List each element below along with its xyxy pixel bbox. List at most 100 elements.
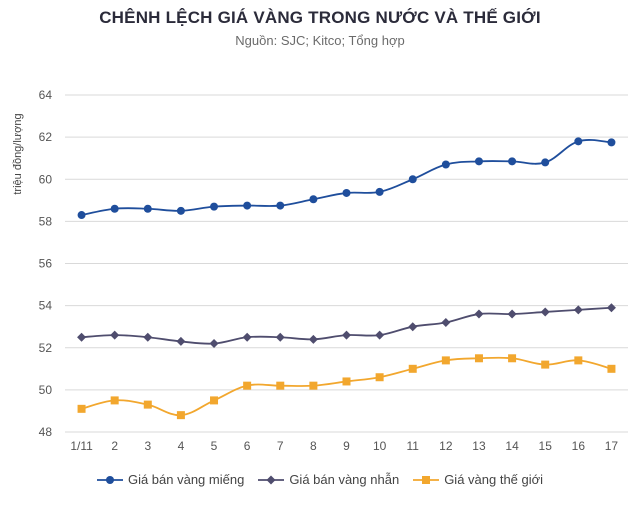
x-tick-label: 14 [505,439,519,453]
series-1 [77,137,616,220]
y-tick-label: 56 [39,257,53,271]
data-point [375,373,384,382]
data-point [375,330,385,340]
x-tick-label: 6 [244,439,251,453]
chart-subtitle: Nguồn: SJC; Kitco; Tổng hợp [235,33,405,48]
legend-label: Giá vàng thế giới [444,472,544,487]
data-point [574,137,583,146]
data-point [276,201,285,210]
data-point [474,309,484,319]
series-group [77,137,616,420]
data-point [507,309,517,319]
x-tick-label: 10 [373,439,387,453]
x-tick-labels: 1/11 2 3 4 5 6 7 8 9 10 11 12 13 14 15 16 17 [70,439,618,453]
legend: Giá bán vàng miếng Giá bán vàng nhẫn Giá v… [0,472,640,487]
x-tick-label: 8 [310,439,317,453]
x-tick-label: 4 [178,439,185,453]
data-point [210,396,219,405]
data-point [408,364,417,373]
data-point [276,381,285,390]
legend-label: Giá bán vàng miếng [127,472,245,487]
data-point [508,157,517,166]
data-point [508,354,517,363]
data-point [474,354,483,363]
data-point [309,381,318,390]
data-point [243,381,252,390]
data-point [110,396,119,405]
y-tick-label: 52 [39,341,53,355]
data-point [540,307,550,317]
legend-marker-icon [258,474,285,486]
legend-marker-icon [96,474,123,486]
x-tick-label: 15 [539,439,553,453]
legend-label: Giá bán vàng nhẫn [289,472,400,487]
y-tick-label: 62 [39,130,53,144]
data-point [606,303,616,313]
data-point [143,204,152,213]
y-tick-label: 58 [39,214,53,228]
legend-item: Giá vàng thế giới [413,472,543,487]
data-point [408,322,418,332]
data-point [309,195,318,204]
series-line [81,139,612,216]
x-tick-label: 9 [343,439,350,453]
data-point [441,356,450,365]
x-tick-label: 12 [439,439,453,453]
y-tick-label: 60 [39,172,53,186]
x-tick-label: 7 [277,439,284,453]
legend-marker-icon [413,474,440,486]
x-tick-label: 3 [144,439,151,453]
data-point [574,356,583,365]
data-point [176,336,186,346]
data-point [342,330,351,340]
data-point [176,411,185,420]
data-point [275,332,285,342]
y-tick-labels: 48 50 52 54 56 58 60 62 64 [39,88,53,439]
series-2 [77,303,616,349]
data-point [210,202,219,211]
data-point [77,211,86,220]
data-point [308,334,318,344]
x-tick-label: 1/11 [70,439,93,453]
grid-lines [65,94,628,433]
data-point [441,160,450,169]
data-point [143,400,152,409]
legend-marker-shape [266,475,276,484]
x-tick-label: 11 [407,439,420,453]
data-point [110,204,119,213]
data-point [77,332,87,342]
data-point [375,187,384,196]
data-point [77,404,86,413]
data-point [242,332,252,342]
series-line [81,356,612,417]
legend-item: Giá bán vàng miếng [96,472,245,487]
data-point [176,206,185,215]
data-point [441,317,451,327]
x-tick-label: 17 [605,439,619,453]
series-3 [77,354,616,420]
y-tick-label: 48 [39,425,53,439]
data-point [408,175,417,184]
data-point [243,201,252,210]
data-point [607,364,616,373]
y-tick-label: 54 [39,299,53,313]
data-point [143,332,153,342]
legend-item: Giá bán vàng nhẫn [258,472,399,487]
x-tick-label: 2 [111,439,118,453]
legend-marker-shape [422,475,431,484]
data-point [541,360,550,369]
data-point [541,158,550,167]
x-tick-label: 5 [211,439,218,453]
data-point [209,339,219,349]
data-point [573,305,583,315]
data-point [474,157,483,166]
data-point [342,377,351,386]
legend-marker-shape [105,475,114,484]
y-tick-label: 50 [39,383,53,397]
y-tick-label: 64 [39,88,53,102]
data-point [110,330,120,340]
data-point [607,138,616,147]
x-tick-label: 13 [472,439,486,453]
x-tick-label: 16 [572,439,586,453]
